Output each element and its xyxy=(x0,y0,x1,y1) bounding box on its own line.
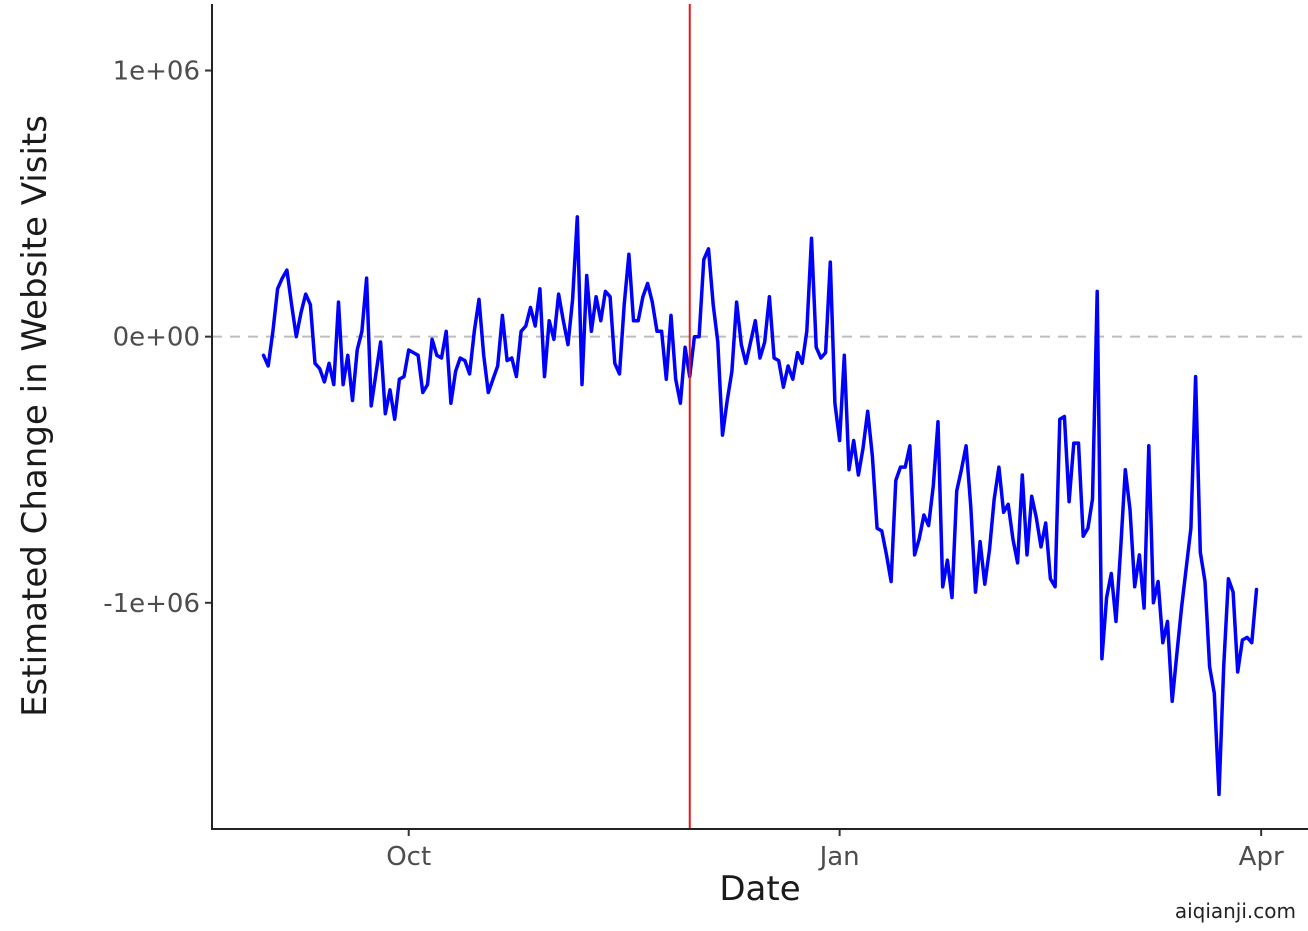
x-axis-title: Date xyxy=(719,869,800,909)
watermark: aiqianji.com xyxy=(1174,899,1296,923)
x-tick-label: Apr xyxy=(1239,842,1284,872)
y-tick-label: 1e+06 xyxy=(113,57,200,87)
x-tick-label: Jan xyxy=(818,842,860,872)
y-tick-label: -1e+06 xyxy=(103,589,200,619)
series-line xyxy=(261,215,1259,797)
x-tick-label: Oct xyxy=(386,842,431,872)
y-axis-title: Estimated Change in Website Visits xyxy=(15,115,55,717)
y-tick-labels: 1e+06 0e+00 -1e+06 xyxy=(103,57,200,619)
y-tick-label: 0e+00 xyxy=(113,323,200,353)
x-tick-labels: Oct Jan Apr xyxy=(386,842,1284,872)
tick-marks xyxy=(205,69,1263,836)
